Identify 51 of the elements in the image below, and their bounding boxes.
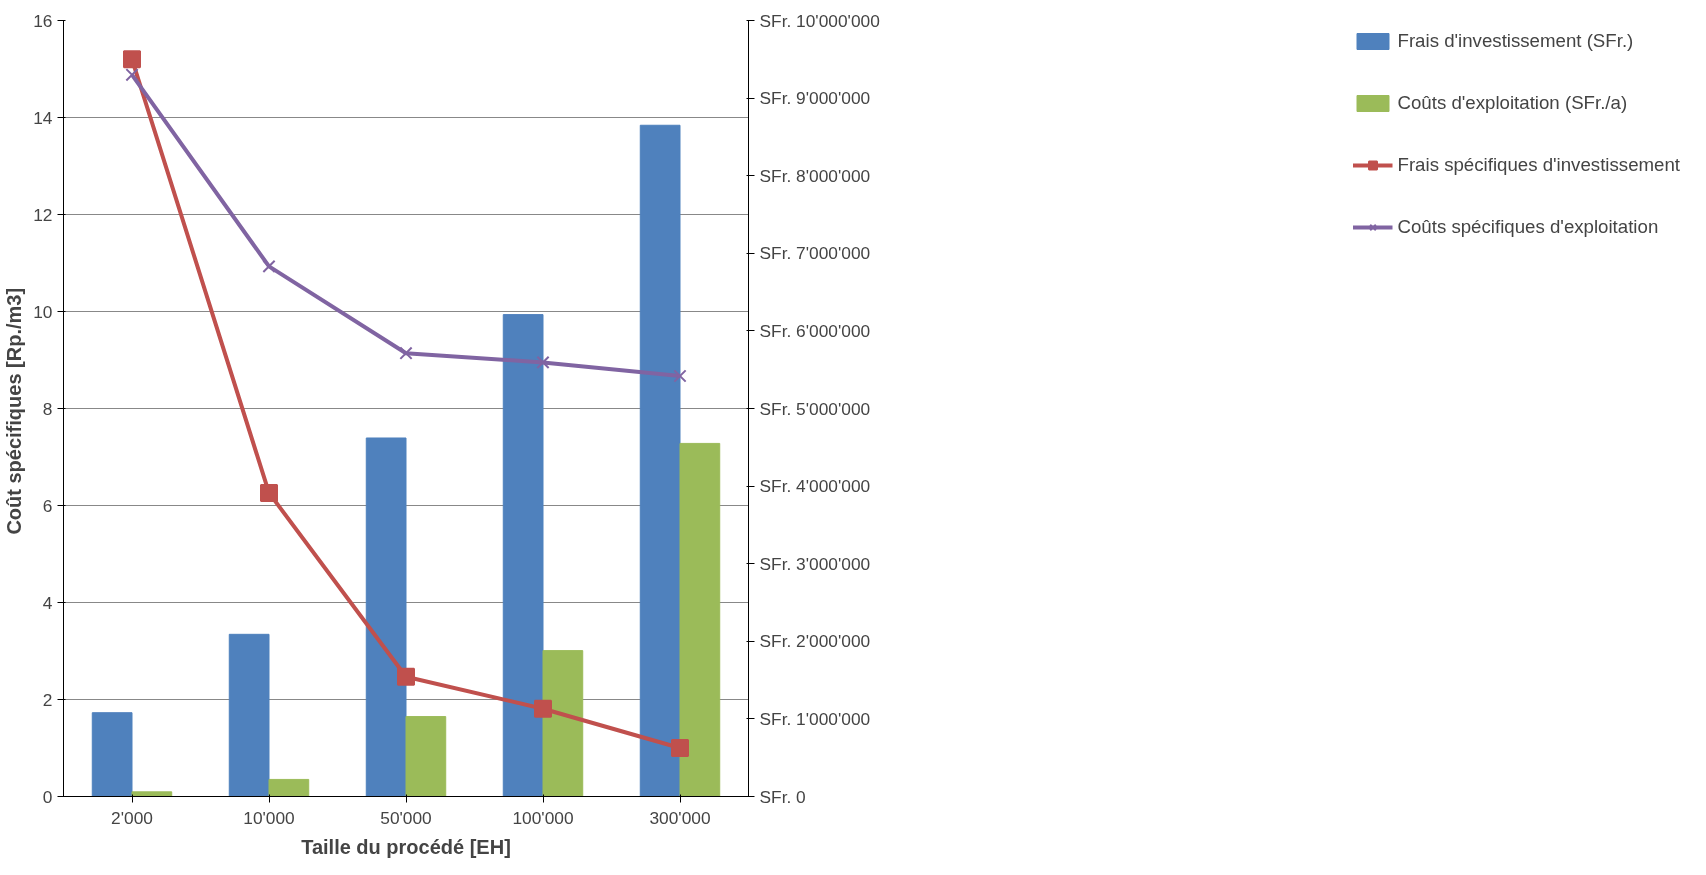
y2-tick-label: SFr. 3'000'000 bbox=[759, 553, 871, 574]
point bbox=[399, 346, 413, 360]
point bbox=[125, 68, 139, 82]
point bbox=[536, 355, 550, 370]
y-tick-label: 6 bbox=[42, 495, 53, 516]
y2-tick-label: SFr. 6'000'000 bbox=[759, 320, 871, 341]
x-tick-label: 100'000 bbox=[512, 807, 574, 828]
y2-tick-label: SFr. 5'000'000 bbox=[759, 398, 871, 419]
bar bbox=[365, 437, 407, 797]
point bbox=[397, 667, 415, 686]
y-tick-label: 8 bbox=[42, 398, 53, 419]
y-tick-label: 0 bbox=[42, 786, 53, 807]
y2-tick-label: SFr. 4'000'000 bbox=[759, 476, 871, 497]
point bbox=[534, 699, 552, 718]
y2-tick-label: SFr. 7'000'000 bbox=[759, 243, 871, 264]
legend-label: Coûts d'exploitation (SFr./a) bbox=[1397, 92, 1628, 114]
legend-label: Frais d'investissement (SFr.) bbox=[1397, 30, 1634, 52]
point bbox=[123, 50, 141, 69]
y2-tick-label: SFr. 9'000'000 bbox=[759, 88, 871, 109]
y2-tick-label: SFr. 2'000'000 bbox=[759, 631, 871, 652]
y2-tick-label: SFr. 0 bbox=[759, 786, 806, 807]
x-tick-label: 300'000 bbox=[649, 807, 711, 828]
y-tick-label: 10 bbox=[33, 301, 53, 322]
y-tick-label: 14 bbox=[33, 107, 53, 128]
point bbox=[673, 369, 687, 383]
y-tick-label: 16 bbox=[33, 10, 53, 31]
bar bbox=[542, 650, 584, 797]
y-tick-label: 2 bbox=[42, 689, 53, 710]
bar bbox=[91, 712, 133, 797]
y2-tick-label: SFr. 10'000'000 bbox=[759, 10, 880, 31]
legend-label: Frais spécifiques d'investissement bbox=[1397, 154, 1680, 176]
point bbox=[262, 259, 276, 274]
x-tick-label: 2'000 bbox=[111, 807, 153, 828]
bar bbox=[131, 791, 173, 797]
bar bbox=[502, 314, 544, 797]
point bbox=[260, 483, 278, 502]
y2-tick-label: SFr. 1'000'000 bbox=[759, 708, 871, 729]
x-tick-label: 50'000 bbox=[380, 807, 432, 828]
y-axis-title: Coût spécifiques [Rp./m3] bbox=[3, 287, 26, 535]
point bbox=[671, 739, 689, 757]
bar bbox=[679, 442, 721, 797]
y2-tick-label: SFr. 8'000'000 bbox=[759, 165, 871, 186]
y-tick-label: 12 bbox=[33, 204, 53, 225]
bar bbox=[228, 633, 270, 797]
bar bbox=[405, 716, 447, 797]
legend-label: Coûts spécifiques d'exploitation bbox=[1397, 216, 1659, 238]
y-tick-label: 4 bbox=[42, 592, 53, 613]
x-tick-label: 10'000 bbox=[243, 807, 295, 828]
bar bbox=[268, 778, 310, 797]
x-axis-title: Taille du procédé [EH] bbox=[301, 835, 511, 858]
bar bbox=[639, 124, 681, 797]
